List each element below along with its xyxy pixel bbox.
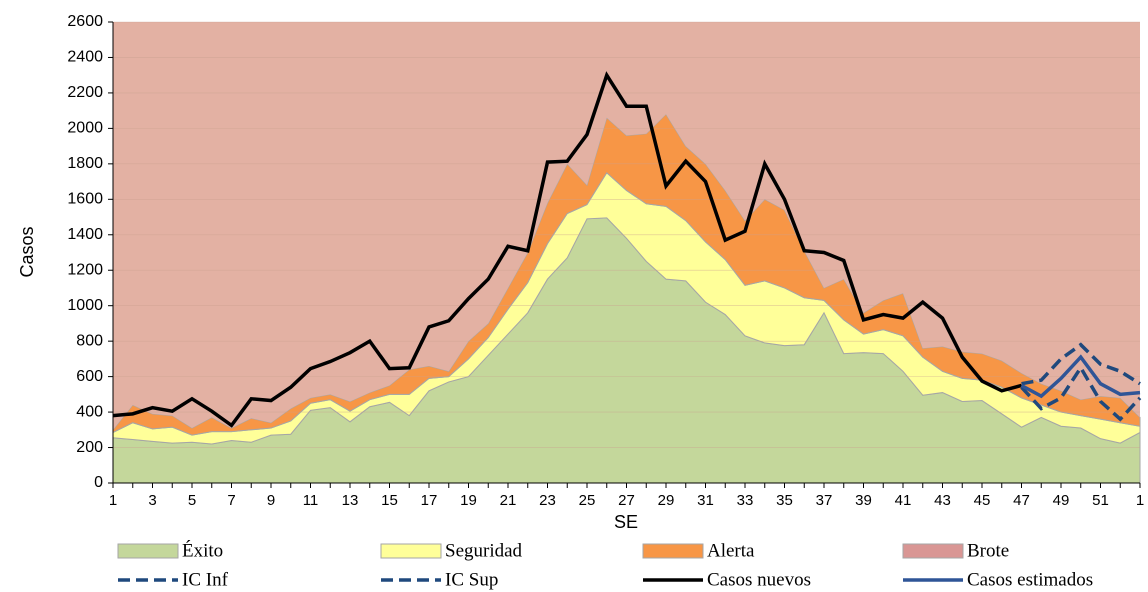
y-tick-label: 800 (76, 332, 103, 349)
legend-swatch (902, 543, 964, 559)
line (112, 71, 1022, 428)
legend-label: Éxito (182, 539, 223, 561)
x-axis-label: SE (614, 512, 638, 532)
y-tick-label: 1000 (67, 297, 103, 314)
x-tick-label: 33 (737, 492, 754, 509)
line (1020, 364, 1142, 422)
x-tick-label: 5 (188, 492, 196, 509)
x-tick-label: 1 (109, 492, 117, 509)
y-tick-label: 400 (76, 403, 103, 420)
x-tick-label: 37 (816, 492, 833, 509)
legend-swatch (380, 543, 442, 559)
x-tick-label: 21 (500, 492, 517, 509)
y-axis-label: Casos (17, 226, 37, 277)
x-tick-label: 43 (934, 492, 951, 509)
x-tick-label: 11 (303, 492, 319, 509)
y-tick-label: 1400 (67, 226, 103, 243)
y-tick-label: 2000 (67, 120, 103, 137)
legend-label: Seguridad (445, 540, 523, 561)
x-tick-label: 45 (974, 492, 991, 509)
y-tick-label: 1200 (67, 261, 103, 278)
x-tick-label: 23 (539, 492, 556, 509)
x-tick-label: 7 (227, 492, 235, 509)
legend-label: IC Inf (182, 569, 229, 590)
legend-label: Casos nuevos (707, 569, 811, 590)
legend-swatch (117, 543, 179, 559)
legend-label: Brote (967, 540, 1009, 561)
x-tick-label: 35 (776, 492, 793, 509)
x-tick-label: 1 (1136, 492, 1144, 509)
y-tick-label: 600 (76, 368, 103, 385)
x-tick-label: 51 (1092, 492, 1109, 509)
x-tick-label: 25 (579, 492, 596, 509)
x-tick-label: 41 (895, 492, 912, 509)
line (1021, 342, 1141, 386)
y-tick-label: 1800 (67, 155, 103, 172)
y-tick-label: 200 (76, 439, 103, 456)
x-tick-label: 29 (658, 492, 675, 509)
x-tick-label: 31 (697, 492, 714, 509)
area (113, 22, 1140, 430)
legend-swatch (642, 543, 704, 559)
y-tick-label: 2600 (67, 13, 103, 30)
legend-label: Alerta (707, 540, 755, 561)
x-tick-label: 27 (618, 492, 635, 509)
y-tick-label: 0 (94, 474, 103, 491)
x-tick-label: 39 (855, 492, 872, 509)
y-tick-label: 2200 (67, 84, 103, 101)
x-tick-label: 49 (1053, 492, 1070, 509)
x-tick-label: 17 (421, 492, 438, 509)
x-tick-label: 9 (267, 492, 275, 509)
y-tick-label: 1600 (67, 191, 103, 208)
legend-label: Casos estimados (967, 569, 1093, 590)
x-tick-label: 3 (148, 492, 156, 509)
y-tick-label: 2400 (67, 49, 103, 66)
line (1020, 354, 1141, 399)
x-tick-label: 15 (381, 492, 398, 509)
x-tick-label: 19 (460, 492, 477, 509)
legend-label: IC Sup (445, 569, 498, 590)
x-tick-label: 47 (1013, 492, 1030, 509)
x-tick-label: 13 (342, 492, 359, 509)
